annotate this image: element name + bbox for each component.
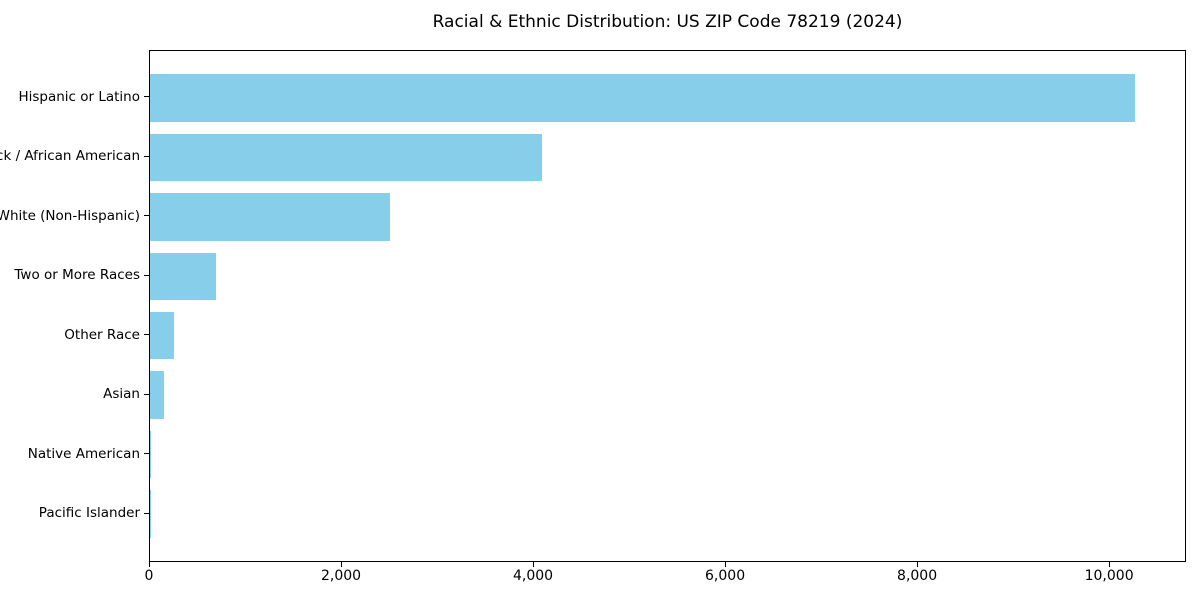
y-tick-mark: [144, 274, 149, 276]
x-tick-mark: [1109, 562, 1111, 567]
y-label-native-american: Native American: [27, 445, 140, 462]
y-axis-ticks: [144, 50, 149, 562]
x-tick-mark: [149, 562, 150, 567]
x-tick-label-4000: 4,000: [512, 568, 554, 584]
y-tick-mark: [144, 215, 149, 217]
y-axis-labels: Hispanic or Latino Black / African Americ…: [0, 50, 140, 562]
y-tick-mark: [144, 512, 149, 514]
x-tick-mark: [533, 562, 535, 567]
x-axis-ticks: [149, 562, 1186, 567]
bar-native-american: [150, 430, 152, 479]
x-tick-mark: [725, 562, 727, 567]
y-tick-mark: [144, 334, 149, 336]
x-tick-label-10000: 10,000: [1084, 568, 1134, 584]
x-axis-tick-labels: 0 2,000 4,000 6,000 8,000 10,000: [145, 568, 1186, 588]
bar-white-non-hispanic: [150, 193, 391, 241]
bar-hispanic-or-latino: [150, 74, 1136, 122]
x-tick-label-0: 0: [144, 568, 154, 584]
plot-area: [149, 50, 1186, 562]
bar-black-african-american: [150, 133, 543, 182]
y-label-black-african-american: Black / African American: [0, 148, 140, 165]
x-tick-label-2000: 2,000: [320, 568, 362, 584]
y-tick-mark: [144, 453, 149, 455]
y-tick-mark: [144, 393, 149, 395]
y-label-two-or-more-races: Two or More Races: [14, 267, 140, 284]
y-label-pacific-islander: Pacific Islander: [38, 505, 140, 522]
y-label-asian: Asian: [103, 386, 140, 403]
y-label-other-race: Other Race: [64, 326, 140, 343]
x-tick-label-6000: 6,000: [705, 568, 746, 584]
x-tick-mark: [341, 562, 343, 567]
y-label-white-non-hispanic: White (Non-Hispanic): [0, 207, 140, 224]
y-label-hispanic-or-latino: Hispanic or Latino: [18, 88, 140, 105]
bar-asian: [150, 371, 164, 419]
bar-two-or-more-races: [150, 252, 217, 301]
x-tick-mark: [917, 562, 919, 567]
y-tick-mark: [144, 155, 149, 157]
chart-title: Racial & Ethnic Distribution: US ZIP Cod…: [432, 12, 903, 32]
x-tick-label-8000: 8,000: [897, 568, 938, 584]
bar-other-race: [150, 311, 175, 360]
y-tick-mark: [144, 96, 149, 98]
